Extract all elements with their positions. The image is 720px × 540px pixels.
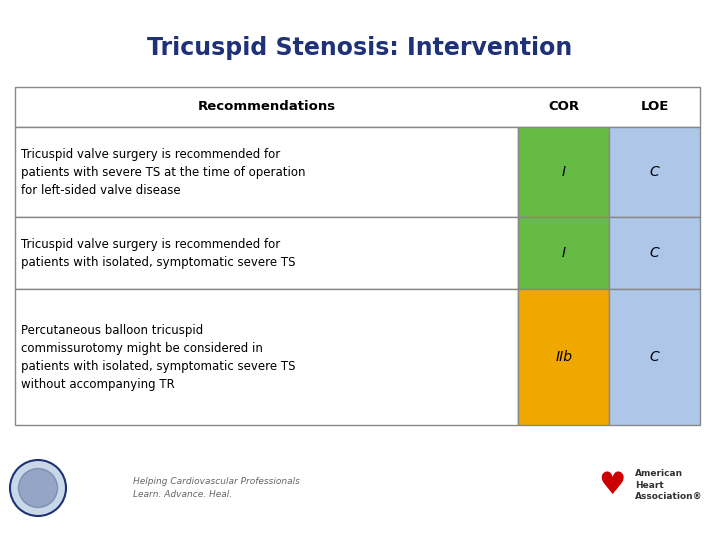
Text: Tricuspid valve surgery is recommended for
patients with severe TS at the time o: Tricuspid valve surgery is recommended f… (21, 147, 305, 197)
Bar (518, 218, 609, 289)
Bar (15, 289, 518, 425)
Bar (609, 218, 700, 289)
Text: COR: COR (548, 100, 580, 113)
Circle shape (10, 460, 66, 516)
Bar (15, 218, 518, 289)
Bar (609, 289, 700, 425)
Bar (609, 127, 700, 218)
Text: I: I (562, 246, 566, 260)
Text: C: C (649, 350, 660, 365)
Text: C: C (649, 246, 660, 260)
Text: I: I (562, 165, 566, 179)
Bar (15, 87, 700, 127)
Text: Helping Cardiovascular Professionals
Learn. Advance. Heal.: Helping Cardiovascular Professionals Lea… (133, 477, 300, 499)
Text: C: C (649, 165, 660, 179)
Text: Tricuspid valve surgery is recommended for
patients with isolated, symptomatic s: Tricuspid valve surgery is recommended f… (21, 238, 295, 269)
Text: Percutaneous balloon tricuspid
commissurotomy might be considered in
patients wi: Percutaneous balloon tricuspid commissur… (21, 324, 295, 391)
Text: ♥: ♥ (598, 470, 626, 500)
Text: American
Heart
Association®: American Heart Association® (635, 469, 703, 501)
Bar (518, 127, 609, 218)
Circle shape (19, 468, 58, 508)
Bar (518, 289, 609, 425)
Text: LOE: LOE (640, 100, 669, 113)
Bar (15, 127, 518, 218)
Text: Recommendations: Recommendations (198, 100, 336, 113)
Text: IIb: IIb (555, 350, 572, 365)
Text: Tricuspid Stenosis: Intervention: Tricuspid Stenosis: Intervention (148, 36, 572, 60)
